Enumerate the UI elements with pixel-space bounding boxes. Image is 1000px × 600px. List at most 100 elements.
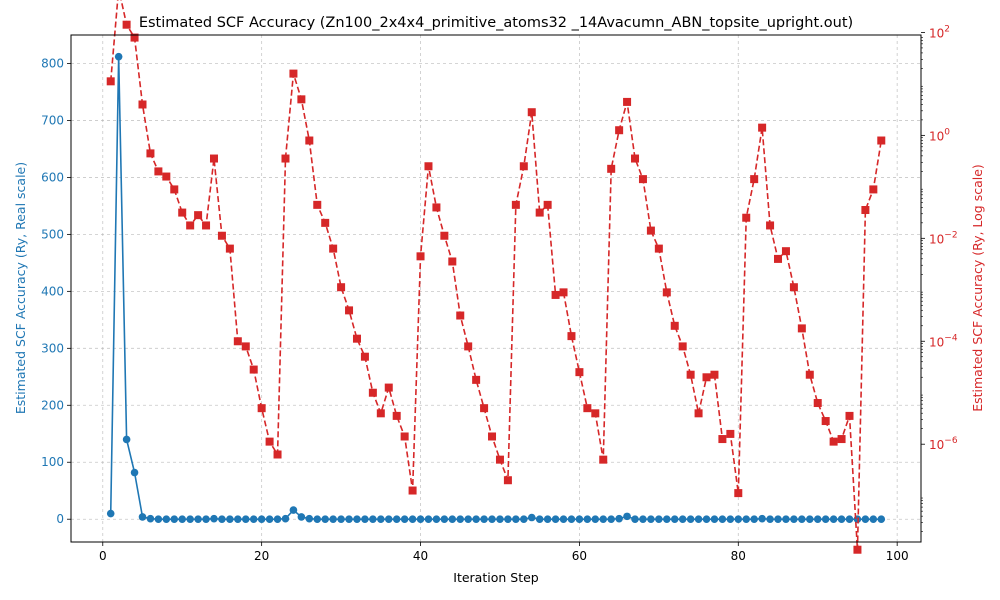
left-series-point bbox=[766, 515, 774, 524]
left-series-point bbox=[226, 515, 234, 524]
left-series-point bbox=[178, 515, 187, 524]
left-series-point bbox=[432, 515, 441, 524]
right-series-point bbox=[432, 203, 441, 212]
right-series-point bbox=[154, 167, 163, 176]
right-series-point bbox=[392, 411, 401, 420]
left-series-point bbox=[718, 515, 727, 524]
right-series-point bbox=[575, 368, 584, 377]
right-series-point bbox=[813, 399, 822, 408]
left-series-point bbox=[813, 515, 822, 524]
right-series-point bbox=[631, 154, 640, 163]
left-series-point bbox=[106, 509, 115, 518]
left-series-point bbox=[210, 514, 218, 523]
left-series-point bbox=[424, 515, 433, 524]
left-series-point bbox=[607, 515, 615, 524]
left-series-point bbox=[488, 515, 496, 524]
right-series-point bbox=[170, 185, 179, 194]
left-series-point bbox=[639, 515, 647, 524]
right-series-point bbox=[122, 20, 131, 29]
left-series-point bbox=[257, 515, 266, 524]
left-series-point bbox=[369, 515, 377, 524]
left-series-point bbox=[408, 515, 417, 524]
left-series-point bbox=[551, 515, 560, 524]
right-series-point bbox=[646, 226, 655, 235]
right-series-point bbox=[297, 95, 306, 104]
left-series-point bbox=[345, 515, 353, 524]
left-series-point bbox=[416, 515, 425, 524]
left-series-point bbox=[686, 515, 695, 524]
right-series-point bbox=[448, 257, 457, 266]
right-series-point bbox=[194, 211, 203, 220]
right-series-point bbox=[233, 337, 242, 346]
right-series-point bbox=[694, 409, 703, 418]
right-series-point bbox=[241, 342, 250, 351]
right-series-point bbox=[774, 254, 783, 263]
left-series-point bbox=[575, 515, 584, 524]
right-series-point bbox=[781, 247, 790, 256]
left-series-point bbox=[218, 515, 226, 524]
y-right-tick-label: 102 bbox=[929, 24, 950, 40]
right-series-point bbox=[766, 221, 775, 230]
right-series-point bbox=[615, 126, 624, 135]
right-series-point bbox=[837, 435, 846, 444]
right-series-point bbox=[408, 486, 417, 495]
y-left-tick-label: 0 bbox=[56, 512, 64, 526]
left-series-point bbox=[249, 515, 258, 524]
right-series-point bbox=[400, 432, 409, 441]
left-series-point bbox=[742, 515, 751, 524]
right-series-point bbox=[106, 77, 115, 86]
right-series-point bbox=[209, 154, 218, 163]
left-series-point bbox=[615, 514, 623, 523]
x-axis: 0 20 40 60 80 100 bbox=[99, 542, 909, 563]
left-series-point bbox=[353, 515, 361, 524]
right-series-point bbox=[607, 164, 616, 173]
left-series-point bbox=[559, 515, 568, 524]
left-series-point bbox=[440, 515, 449, 524]
right-series-point bbox=[225, 244, 234, 253]
chart-title: Estimated SCF Accuracy (Zn100_2x4x4_prim… bbox=[139, 15, 853, 31]
right-series-point bbox=[495, 455, 504, 464]
right-series-point bbox=[273, 450, 282, 459]
left-series-point bbox=[678, 515, 687, 524]
left-series-point bbox=[472, 515, 480, 524]
right-series-point bbox=[853, 545, 862, 554]
right-series-point bbox=[742, 213, 751, 222]
left-series-point bbox=[774, 515, 782, 524]
left-series-point bbox=[861, 515, 870, 524]
y-axis-right: 10−6 10−4 10−2 100 102 bbox=[921, 24, 958, 532]
y-right-tick-label: 10−6 bbox=[929, 436, 958, 452]
right-series-point bbox=[480, 404, 489, 413]
right-series-point bbox=[726, 429, 735, 438]
right-series-point bbox=[130, 33, 139, 42]
right-series-point bbox=[329, 244, 338, 253]
left-series-point bbox=[734, 515, 743, 524]
right-series-point bbox=[313, 200, 322, 209]
left-series-point bbox=[154, 515, 163, 524]
right-series-point bbox=[416, 252, 425, 261]
right-series-point bbox=[877, 136, 886, 145]
right-series-point bbox=[869, 185, 878, 194]
x-tick-label: 60 bbox=[572, 549, 587, 563]
left-series-point bbox=[122, 435, 131, 444]
left-series-point bbox=[631, 515, 639, 524]
left-series-point bbox=[821, 515, 830, 524]
left-series-point bbox=[782, 515, 790, 524]
right-series-point bbox=[829, 437, 838, 446]
left-series-point bbox=[726, 515, 735, 524]
left-series-point bbox=[694, 515, 703, 524]
left-series-point bbox=[321, 515, 330, 524]
left-series-point bbox=[798, 515, 806, 524]
y-left-tick-label: 700 bbox=[41, 113, 64, 127]
left-series-point bbox=[877, 515, 886, 524]
y-left-tick-label: 400 bbox=[41, 284, 64, 298]
right-series-point bbox=[583, 404, 592, 413]
left-series-point bbox=[281, 514, 290, 523]
left-series-point bbox=[591, 515, 600, 524]
left-series-point bbox=[186, 515, 194, 524]
right-series-point bbox=[345, 306, 354, 315]
right-series-point bbox=[567, 332, 576, 341]
left-series-point bbox=[805, 515, 814, 524]
right-series-point bbox=[472, 375, 481, 384]
left-series-point bbox=[543, 515, 552, 524]
right-series-point bbox=[734, 489, 743, 498]
